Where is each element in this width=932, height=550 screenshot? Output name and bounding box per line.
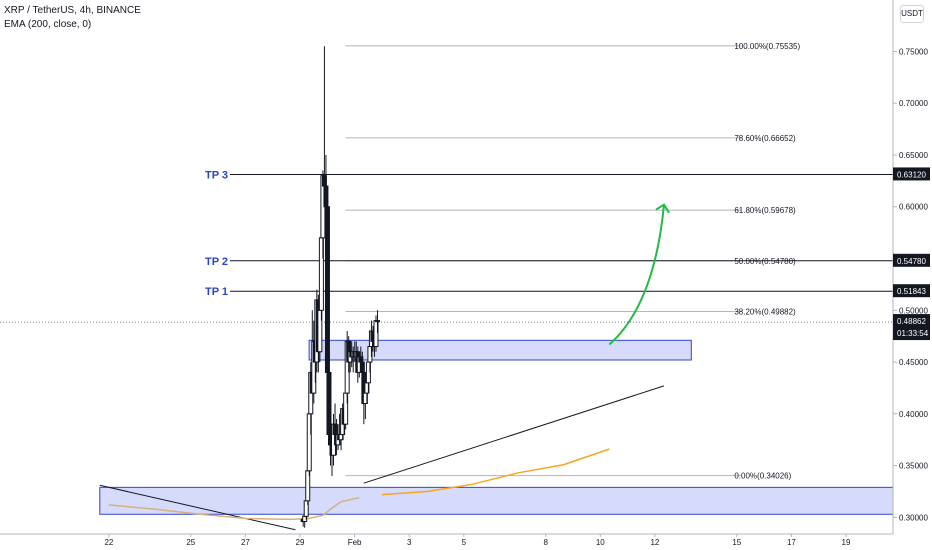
time-tick-label: 5 (462, 538, 467, 547)
time-tick-label: 17 (787, 538, 796, 547)
symbol-title[interactable]: XRP / TetherUS, 4h, BINANCE (4, 5, 141, 16)
time-tick-label: 15 (732, 538, 741, 547)
price-axis-bg (893, 0, 932, 550)
time-tick-label: 29 (296, 538, 305, 547)
ema-indicator-label[interactable]: EMA (200, close, 0) (4, 19, 92, 30)
settings-corner (894, 535, 931, 549)
candle (375, 310, 381, 334)
time-tick-label: 19 (842, 538, 851, 547)
time-tick-label: 8 (543, 538, 548, 547)
time-axis-bg (0, 534, 932, 550)
chart-legend: XRP / TetherUS, 4h, BINANCE EMA (200, cl… (4, 4, 141, 32)
current-price-label: 0.48862 (897, 317, 926, 326)
price-tick-label: 0.45000 (899, 358, 928, 367)
price-tick-label: 0.75000 (899, 47, 928, 56)
tp-price-label: 0.54780 (897, 257, 926, 266)
tp-price-label: 0.51843 (897, 287, 926, 296)
price-tick-label: 0.40000 (899, 410, 928, 419)
tp-price-label: 0.63120 (897, 170, 926, 179)
time-tick-label: 12 (650, 538, 659, 547)
time-tick-label: 27 (241, 538, 250, 547)
time-tick-label: 25 (186, 538, 195, 547)
ema-line (381, 448, 610, 496)
tp-price-label-bg (893, 284, 930, 298)
time-tick-label: 3 (407, 538, 412, 547)
time-tick-label: 10 (596, 538, 605, 547)
arrow-head (655, 203, 670, 214)
fib-level-label: 0.00%(0.34026) (734, 472, 791, 481)
candle-body (375, 320, 381, 323)
price-tick-label: 0.30000 (899, 513, 928, 522)
zone-box (308, 339, 692, 361)
price-tick-label: 0.35000 (899, 462, 928, 471)
trend-line (99, 484, 296, 531)
fib-level-label: 100.00%(0.75535) (734, 42, 800, 51)
trend-line (363, 385, 665, 484)
bar-countdown-label: 01:33:54 (897, 329, 929, 338)
current-price-label-bg (893, 314, 930, 341)
zone-box (99, 486, 894, 515)
projection-arrow (608, 204, 665, 346)
tp-label: TP 1 (205, 286, 228, 298)
tp-label: TP 2 (205, 256, 228, 268)
plot-area: 100.00%(0.75535) 78.60%(0.66652) 61.80%(0.… (0, 42, 894, 531)
price-tick-label: 0.50000 (899, 306, 928, 315)
candle (324, 196, 330, 383)
price-tick-label: 0.65000 (899, 151, 928, 160)
tp-label: TP 3 (205, 169, 228, 181)
price-tick-label: 0.60000 (899, 203, 928, 212)
price-tick-label: 0.70000 (899, 99, 928, 108)
tp-price-label-bg (893, 167, 930, 181)
fib-level-label: 61.80%(0.59678) (734, 206, 796, 215)
time-tick-label: 22 (104, 538, 113, 547)
time-tick-label: Feb (348, 538, 362, 547)
fib-level-label: 78.60%(0.66652) (734, 134, 796, 143)
candle-body (324, 206, 330, 373)
ema-line (108, 496, 360, 521)
currency-button[interactable]: USDT (900, 5, 924, 23)
tp-price-label-bg (893, 253, 930, 267)
fib-level-label: 38.20%(0.49882) (734, 308, 796, 317)
